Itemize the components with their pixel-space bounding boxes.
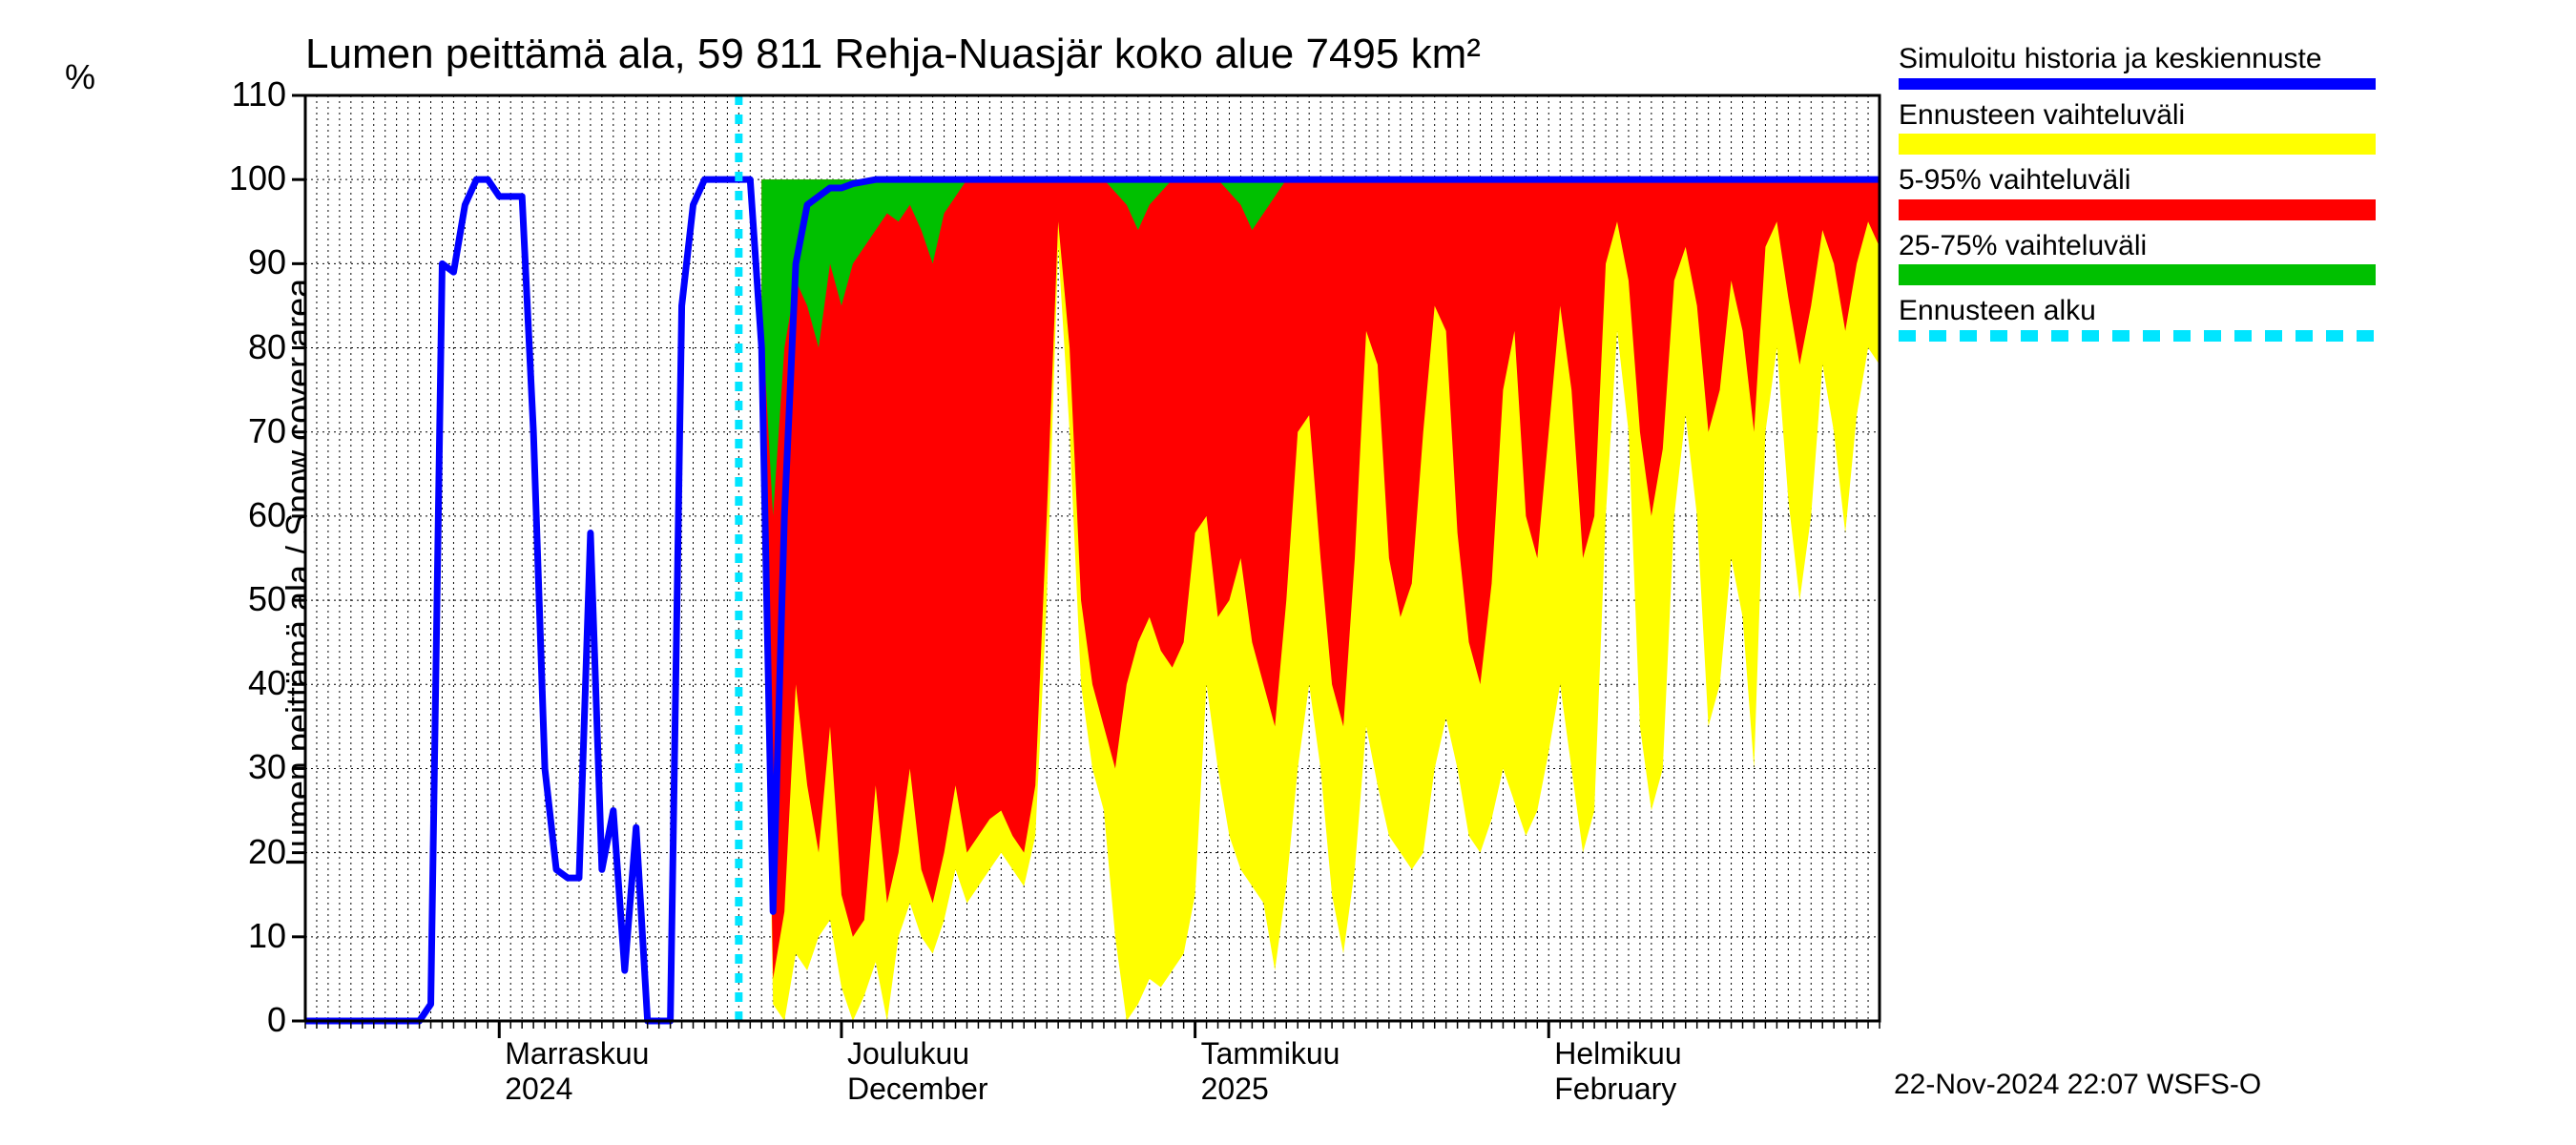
xtick-month: HelmikuuFebruary [1554, 1036, 1681, 1107]
ytick-100: 100 [210, 158, 286, 198]
legend-label: Simuloitu historia ja keskiennuste [1899, 43, 2566, 76]
ytick-60: 60 [210, 495, 286, 535]
legend-label: Ennusteen alku [1899, 295, 2566, 328]
xtick-month: Marraskuu2024 [505, 1036, 649, 1107]
xtick-month: Tammikuu2025 [1201, 1036, 1340, 1107]
ytick-70: 70 [210, 411, 286, 451]
y-axis-unit: % [65, 57, 95, 97]
legend-entry: 5-95% vaihteluväli [1899, 164, 2566, 220]
ytick-80: 80 [210, 327, 286, 367]
chart-title: Lumen peittämä ala, 59 811 Rehja-Nuasjär… [305, 31, 1481, 78]
legend-entry: 25-75% vaihteluväli [1899, 230, 2566, 286]
ytick-40: 40 [210, 663, 286, 703]
legend-swatch [1899, 330, 2376, 342]
legend-label: 25-75% vaihteluväli [1899, 230, 2566, 263]
legend-entry: Simuloitu historia ja keskiennuste [1899, 43, 2566, 90]
ytick-30: 30 [210, 747, 286, 787]
ytick-0: 0 [210, 1000, 286, 1040]
timestamp-footer: 22-Nov-2024 22:07 WSFS-O [1894, 1069, 2261, 1101]
legend-label: Ennusteen vaihteluväli [1899, 99, 2566, 133]
legend: Simuloitu historia ja keskiennuste Ennust… [1899, 43, 2566, 351]
ytick-50: 50 [210, 579, 286, 619]
chart-svg [305, 95, 1880, 1021]
xtick-month: JoulukuuDecember [847, 1036, 988, 1107]
ytick-20: 20 [210, 832, 286, 872]
legend-entry: Ennusteen vaihteluväli [1899, 99, 2566, 156]
legend-label: 5-95% vaihteluväli [1899, 164, 2566, 198]
plot-area [305, 95, 1880, 1021]
legend-swatch [1899, 134, 2376, 155]
legend-swatch [1899, 264, 2376, 285]
ytick-10: 10 [210, 916, 286, 956]
legend-swatch [1899, 78, 2376, 90]
ytick-90: 90 [210, 242, 286, 282]
legend-swatch [1899, 199, 2376, 220]
legend-entry: Ennusteen alku [1899, 295, 2566, 342]
ytick-110: 110 [210, 74, 286, 114]
